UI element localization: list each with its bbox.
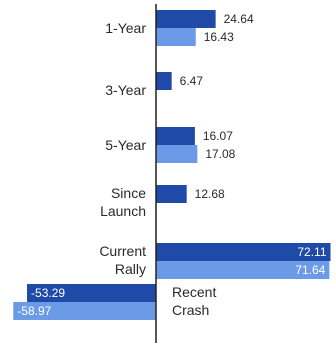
value-label-2-series-1: 17.08 <box>205 147 235 161</box>
category-label-5-line-1: Crash <box>172 302 209 318</box>
value-label-0-series-1: 16.43 <box>204 30 234 44</box>
category-label-5-line-0: Recent <box>172 284 216 300</box>
bar-5-series-0 <box>27 284 156 302</box>
bar-1-series-0 <box>156 72 172 90</box>
bar-0-series-0 <box>156 10 216 28</box>
bar-3-series-0 <box>156 185 187 203</box>
bar-2-series-1 <box>156 145 198 163</box>
value-label-4-series-1: 71.64 <box>295 263 325 277</box>
category-label-3-line-0: Since <box>111 185 146 201</box>
category-label-3-line-1: Launch <box>100 203 146 219</box>
labels-group: 24.64 16.43 1-Year 6.47 -0.04 3-Year 16.07 17.0… <box>17 12 327 318</box>
value-label-3-series-0: 12.68 <box>195 187 225 201</box>
value-label-0-series-0: 24.64 <box>224 12 254 26</box>
value-label-5-series-0: -53.29 <box>31 286 65 300</box>
bar-4-series-1 <box>156 261 330 279</box>
category-label-4-line-0: Current <box>99 243 146 259</box>
category-label-0-line-0: 1-Year <box>105 20 146 36</box>
value-label-5-series-1: -58.97 <box>17 304 51 318</box>
bar-5-series-1 <box>13 302 156 320</box>
value-label-1-series-1: -0.04 <box>160 92 188 106</box>
bar-4-series-0 <box>156 243 331 261</box>
bar-0-series-1 <box>156 28 196 46</box>
value-label-2-series-0: 16.07 <box>203 129 233 143</box>
value-label-1-series-0: 6.47 <box>180 74 204 88</box>
bar-2-series-0 <box>156 127 195 145</box>
category-label-4-line-1: Rally <box>115 261 146 277</box>
bars-group <box>13 10 331 320</box>
value-label-4-series-0: 72.11 <box>297 245 326 259</box>
category-label-1-line-0: 3-Year <box>105 82 146 98</box>
category-label-2-line-0: 5-Year <box>105 137 146 153</box>
